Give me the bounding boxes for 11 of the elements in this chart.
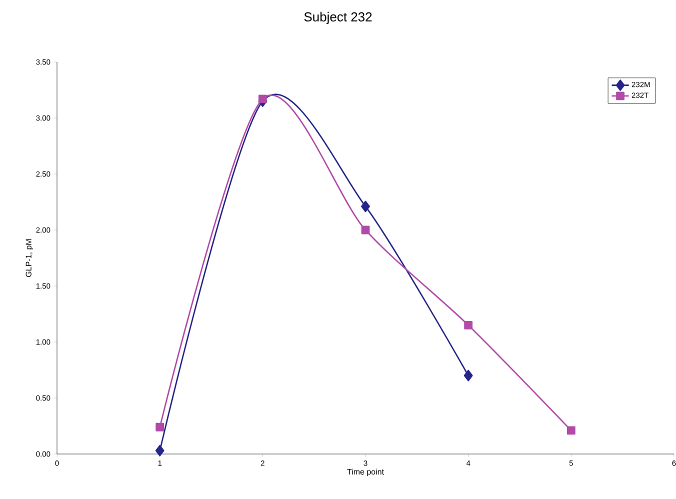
point (464, 370, 473, 382)
point (258, 94, 267, 104)
point (566, 426, 576, 435)
point (464, 321, 473, 330)
point (361, 226, 370, 234)
x-axis-title: Time point (347, 468, 384, 476)
point (155, 444, 164, 456)
point (361, 200, 370, 212)
point (156, 422, 164, 432)
y-axis-title: GLP-1, pM (26, 239, 34, 277)
chart-title: Subject 232 (304, 12, 372, 24)
